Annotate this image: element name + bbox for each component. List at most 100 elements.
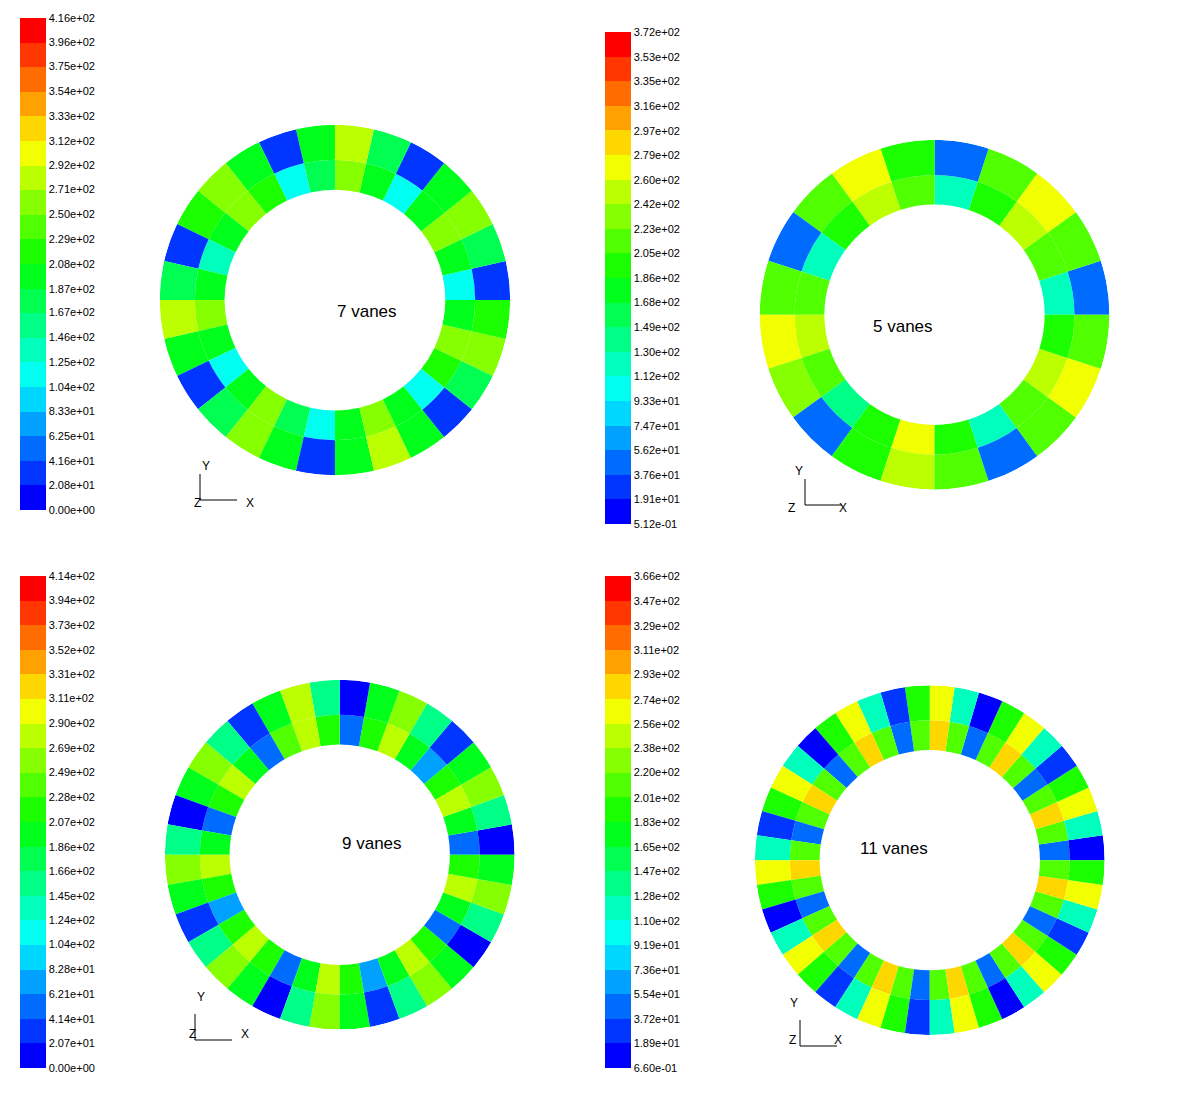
svg-text:1.47e+02: 1.47e+02 [634,865,680,877]
svg-text:1.28e+02: 1.28e+02 [634,890,680,902]
svg-text:X: X [839,501,847,515]
svg-text:1.87e+02: 1.87e+02 [49,283,95,295]
svg-text:1.66e+02: 1.66e+02 [49,865,95,877]
svg-text:3.11e+02: 3.11e+02 [634,644,679,656]
svg-text:5.54e+01: 5.54e+01 [634,988,680,1000]
svg-text:1.30e+02: 1.30e+02 [634,346,680,358]
svg-text:6.60e-01: 6.60e-01 [634,1062,677,1074]
svg-text:5.12e-01: 5.12e-01 [634,518,677,530]
svg-text:1.91e+01: 1.91e+01 [634,493,680,505]
svg-text:2.49e+02: 2.49e+02 [49,766,95,778]
svg-text:2.20e+02: 2.20e+02 [634,766,680,778]
svg-text:2.56e+02: 2.56e+02 [634,718,680,730]
svg-text:2.50e+02: 2.50e+02 [49,208,95,220]
svg-text:3.35e+02: 3.35e+02 [634,75,680,87]
svg-text:2.08e+02: 2.08e+02 [49,258,95,270]
svg-text:4.14e+01: 4.14e+01 [49,1013,95,1025]
svg-text:Y: Y [790,996,798,1010]
svg-text:4.16e+01: 4.16e+01 [49,455,95,467]
svg-text:2.38e+02: 2.38e+02 [634,742,680,754]
svg-text:1.67e+02: 1.67e+02 [49,306,95,318]
svg-text:2.42e+02: 2.42e+02 [634,198,680,210]
svg-text:1.65e+02: 1.65e+02 [634,841,680,853]
svg-text:1.86e+02: 1.86e+02 [634,272,680,284]
svg-text:3.12e+02: 3.12e+02 [49,135,95,147]
svg-text:6.25e+01: 6.25e+01 [49,430,95,442]
svg-text:2.08e+01: 2.08e+01 [49,479,95,491]
svg-text:1.12e+02: 1.12e+02 [634,370,680,382]
svg-text:X: X [246,496,254,510]
svg-text:1.49e+02: 1.49e+02 [634,321,680,333]
svg-text:Z: Z [788,501,795,515]
svg-text:11 vanes: 11 vanes [860,839,928,858]
svg-text:3.72e+02: 3.72e+02 [634,26,680,38]
svg-text:2.74e+02: 2.74e+02 [634,694,680,706]
svg-text:Y: Y [795,464,803,478]
svg-text:1.24e+02: 1.24e+02 [49,914,95,926]
svg-text:2.05e+02: 2.05e+02 [634,247,680,259]
svg-text:2.79e+02: 2.79e+02 [634,149,680,161]
svg-text:8.28e+01: 8.28e+01 [49,963,95,975]
svg-text:3.96e+02: 3.96e+02 [49,36,95,48]
svg-text:0.00e+00: 0.00e+00 [49,1062,95,1074]
svg-text:1.25e+02: 1.25e+02 [49,356,95,368]
svg-text:X: X [241,1027,249,1041]
svg-text:Z: Z [194,496,201,510]
svg-text:2.07e+01: 2.07e+01 [49,1037,95,1049]
svg-text:3.73e+02: 3.73e+02 [49,619,95,631]
svg-text:1.68e+02: 1.68e+02 [634,296,680,308]
svg-text:2.97e+02: 2.97e+02 [634,125,680,137]
svg-text:1.86e+02: 1.86e+02 [49,841,95,853]
svg-text:Y: Y [202,459,210,473]
svg-text:2.60e+02: 2.60e+02 [634,174,680,186]
svg-text:9.19e+01: 9.19e+01 [634,939,680,951]
svg-text:3.52e+02: 3.52e+02 [49,644,95,656]
svg-text:3.76e+01: 3.76e+01 [634,469,680,481]
svg-text:3.31e+02: 3.31e+02 [49,668,95,680]
svg-text:3.53e+02: 3.53e+02 [634,51,680,63]
svg-text:3.75e+02: 3.75e+02 [49,60,95,72]
svg-text:2.69e+02: 2.69e+02 [49,742,95,754]
svg-text:3.33e+02: 3.33e+02 [49,110,95,122]
svg-text:2.23e+02: 2.23e+02 [634,223,680,235]
svg-text:Y: Y [197,990,205,1004]
svg-text:0.00e+00: 0.00e+00 [49,504,95,516]
svg-text:2.01e+02: 2.01e+02 [634,792,680,804]
svg-text:3.47e+02: 3.47e+02 [634,595,680,607]
svg-text:2.92e+02: 2.92e+02 [49,159,95,171]
svg-text:8.33e+01: 8.33e+01 [49,405,95,417]
svg-text:3.11e+02: 3.11e+02 [49,692,94,704]
svg-text:3.66e+02: 3.66e+02 [634,570,680,582]
svg-text:2.93e+02: 2.93e+02 [634,668,680,680]
svg-text:7.36e+01: 7.36e+01 [634,964,680,976]
svg-text:3.29e+02: 3.29e+02 [634,620,680,632]
svg-text:1.45e+02: 1.45e+02 [49,890,95,902]
svg-text:Z: Z [789,1033,796,1047]
svg-text:5 vanes: 5 vanes [873,317,933,336]
svg-text:X: X [834,1033,842,1047]
svg-text:3.94e+02: 3.94e+02 [49,594,95,606]
svg-text:7 vanes: 7 vanes [337,302,397,321]
svg-text:1.83e+02: 1.83e+02 [634,816,680,828]
svg-text:2.90e+02: 2.90e+02 [49,717,95,729]
svg-text:1.04e+02: 1.04e+02 [49,938,95,950]
svg-text:6.21e+01: 6.21e+01 [49,988,95,1000]
svg-text:2.29e+02: 2.29e+02 [49,233,95,245]
svg-text:5.62e+01: 5.62e+01 [634,444,680,456]
svg-text:1.89e+01: 1.89e+01 [634,1037,680,1049]
svg-text:4.14e+02: 4.14e+02 [49,570,95,582]
svg-text:1.10e+02: 1.10e+02 [634,915,680,927]
svg-text:2.07e+02: 2.07e+02 [49,816,95,828]
svg-text:Z: Z [189,1027,196,1041]
svg-text:1.46e+02: 1.46e+02 [49,331,95,343]
svg-text:3.72e+01: 3.72e+01 [634,1013,680,1025]
svg-text:4.16e+02: 4.16e+02 [49,12,95,24]
svg-text:2.71e+02: 2.71e+02 [49,183,95,195]
svg-text:1.04e+02: 1.04e+02 [49,381,95,393]
svg-text:3.54e+02: 3.54e+02 [49,85,95,97]
svg-text:3.16e+02: 3.16e+02 [634,100,680,112]
svg-text:2.28e+02: 2.28e+02 [49,791,95,803]
svg-text:7.47e+01: 7.47e+01 [634,420,680,432]
svg-text:9 vanes: 9 vanes [342,834,402,853]
svg-text:9.33e+01: 9.33e+01 [634,395,680,407]
